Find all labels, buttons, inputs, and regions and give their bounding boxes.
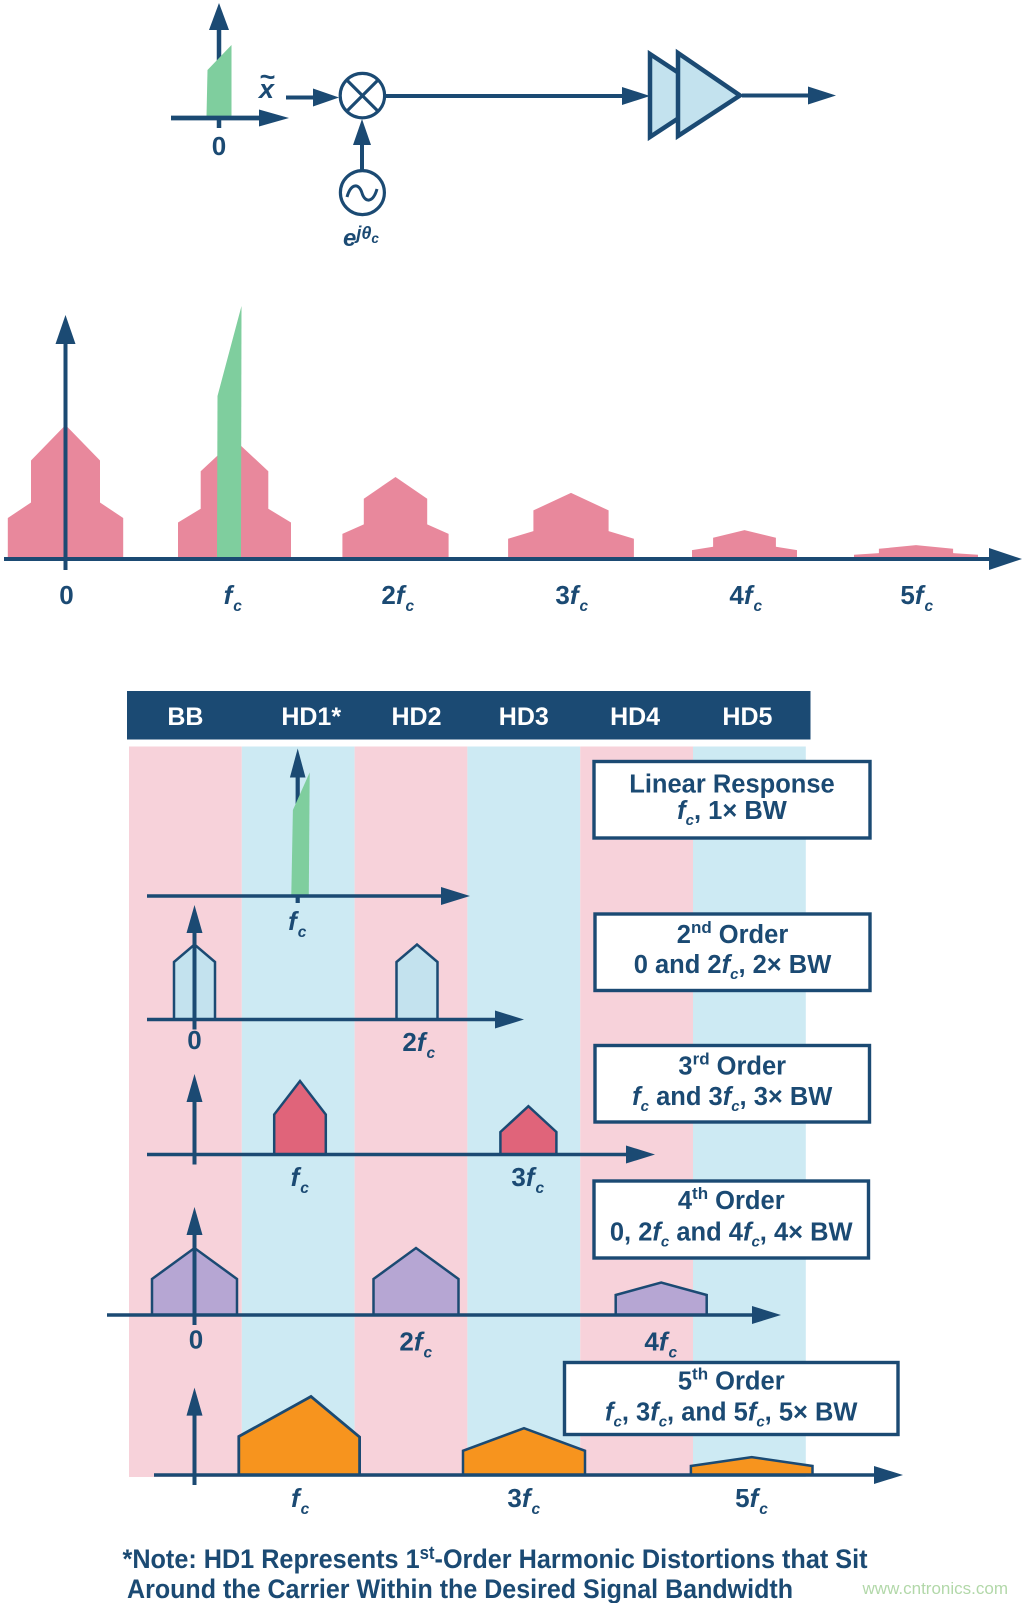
svg-text:HD4: HD4 [610,703,660,731]
svg-text:HD2: HD2 [391,703,441,731]
svg-text:3fc: 3fc [555,580,588,615]
svg-text:0: 0 [59,580,73,610]
svg-text:0: 0 [187,1025,201,1055]
svg-text:HD3: HD3 [499,703,549,731]
svg-text:3fc: 3fc [507,1483,540,1518]
svg-text:www.cntronics.com: www.cntronics.com [862,1579,1008,1598]
svg-text:0: 0 [189,1325,203,1355]
svg-text:5fc: 5fc [900,580,933,615]
svg-text:fc: fc [291,1483,310,1518]
svg-text:3fc: 3fc [511,1162,544,1197]
svg-text:fc: fc [291,1162,310,1197]
svg-text:HD1*: HD1* [281,703,341,731]
svg-text:x: x [257,74,275,104]
svg-text:0: 0 [212,131,226,161]
svg-text:2fc: 2fc [381,580,414,615]
svg-text:fc, 3fc, and 5fc, 5× BW: fc, 3fc, and 5fc, 5× BW [605,1399,858,1431]
svg-text:0, 2fc and 4fc, 4× BW: 0, 2fc and 4fc, 4× BW [610,1219,854,1251]
svg-text:Around the Carrier Within the: Around the Carrier Within the Desired Si… [127,1574,793,1603]
svg-text:2fc: 2fc [399,1327,432,1362]
svg-text:fc: fc [288,906,307,941]
svg-text:*Note: HD1 Represents 1st-Orde: *Note: HD1 Represents 1st-Order Harmonic… [123,1543,868,1574]
svg-text:fc, 1× BW: fc, 1× BW [677,797,788,829]
svg-text:HD5: HD5 [722,703,772,731]
svg-text:0 and 2fc, 2× BW: 0 and 2fc, 2× BW [634,951,832,983]
svg-text:BB: BB [167,703,203,731]
svg-text:fc: fc [224,580,243,615]
svg-text:~: ~ [260,62,276,92]
svg-text:5fc: 5fc [735,1483,768,1518]
svg-text:Linear Response: Linear Response [629,771,834,799]
svg-text:2fc: 2fc [402,1027,435,1062]
svg-text:fc and 3fc, 3× BW: fc and 3fc, 3× BW [632,1083,833,1115]
svg-text:4fc: 4fc [729,580,762,615]
svg-text:4fc: 4fc [644,1327,677,1362]
